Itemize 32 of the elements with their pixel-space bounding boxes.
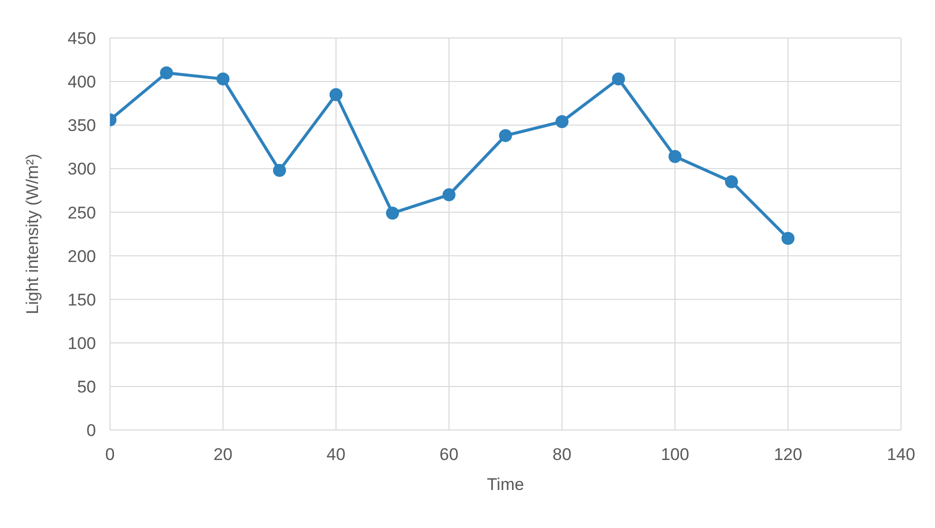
y-tick-label: 250 xyxy=(68,203,96,222)
x-tick-label: 120 xyxy=(774,445,802,464)
x-tick-label: 0 xyxy=(105,445,115,464)
x-tick-label: 140 xyxy=(886,445,916,464)
point xyxy=(499,129,512,142)
y-tick-label: 200 xyxy=(68,246,96,266)
y-tick-label: 0 xyxy=(86,421,96,440)
point xyxy=(442,188,456,202)
point xyxy=(556,115,568,128)
point xyxy=(725,175,738,188)
y-tick-label: 350 xyxy=(68,116,96,136)
point xyxy=(612,72,625,86)
y-tick-label: 300 xyxy=(68,160,96,179)
x-tick-label: 60 xyxy=(440,445,458,464)
x-tick-label: 100 xyxy=(660,445,690,464)
point xyxy=(216,72,230,86)
x-tick-label: 40 xyxy=(326,445,346,464)
y-axis-title: Light intensity (W/m²) xyxy=(23,154,42,314)
y-tick-label: 450 xyxy=(68,29,96,48)
point xyxy=(273,164,286,177)
point xyxy=(386,206,399,220)
x-axis-title: Time xyxy=(486,475,524,494)
point xyxy=(668,150,682,163)
y-tick-label: 50 xyxy=(77,377,96,396)
y-tick-label: 400 xyxy=(68,72,96,92)
point xyxy=(782,232,794,245)
y-tick-label: 150 xyxy=(68,290,96,310)
point xyxy=(160,66,173,80)
point xyxy=(330,88,342,102)
y-tick-label: 100 xyxy=(68,334,96,353)
x-tick-label: 20 xyxy=(214,445,232,464)
x-tick-label: 80 xyxy=(552,445,572,464)
